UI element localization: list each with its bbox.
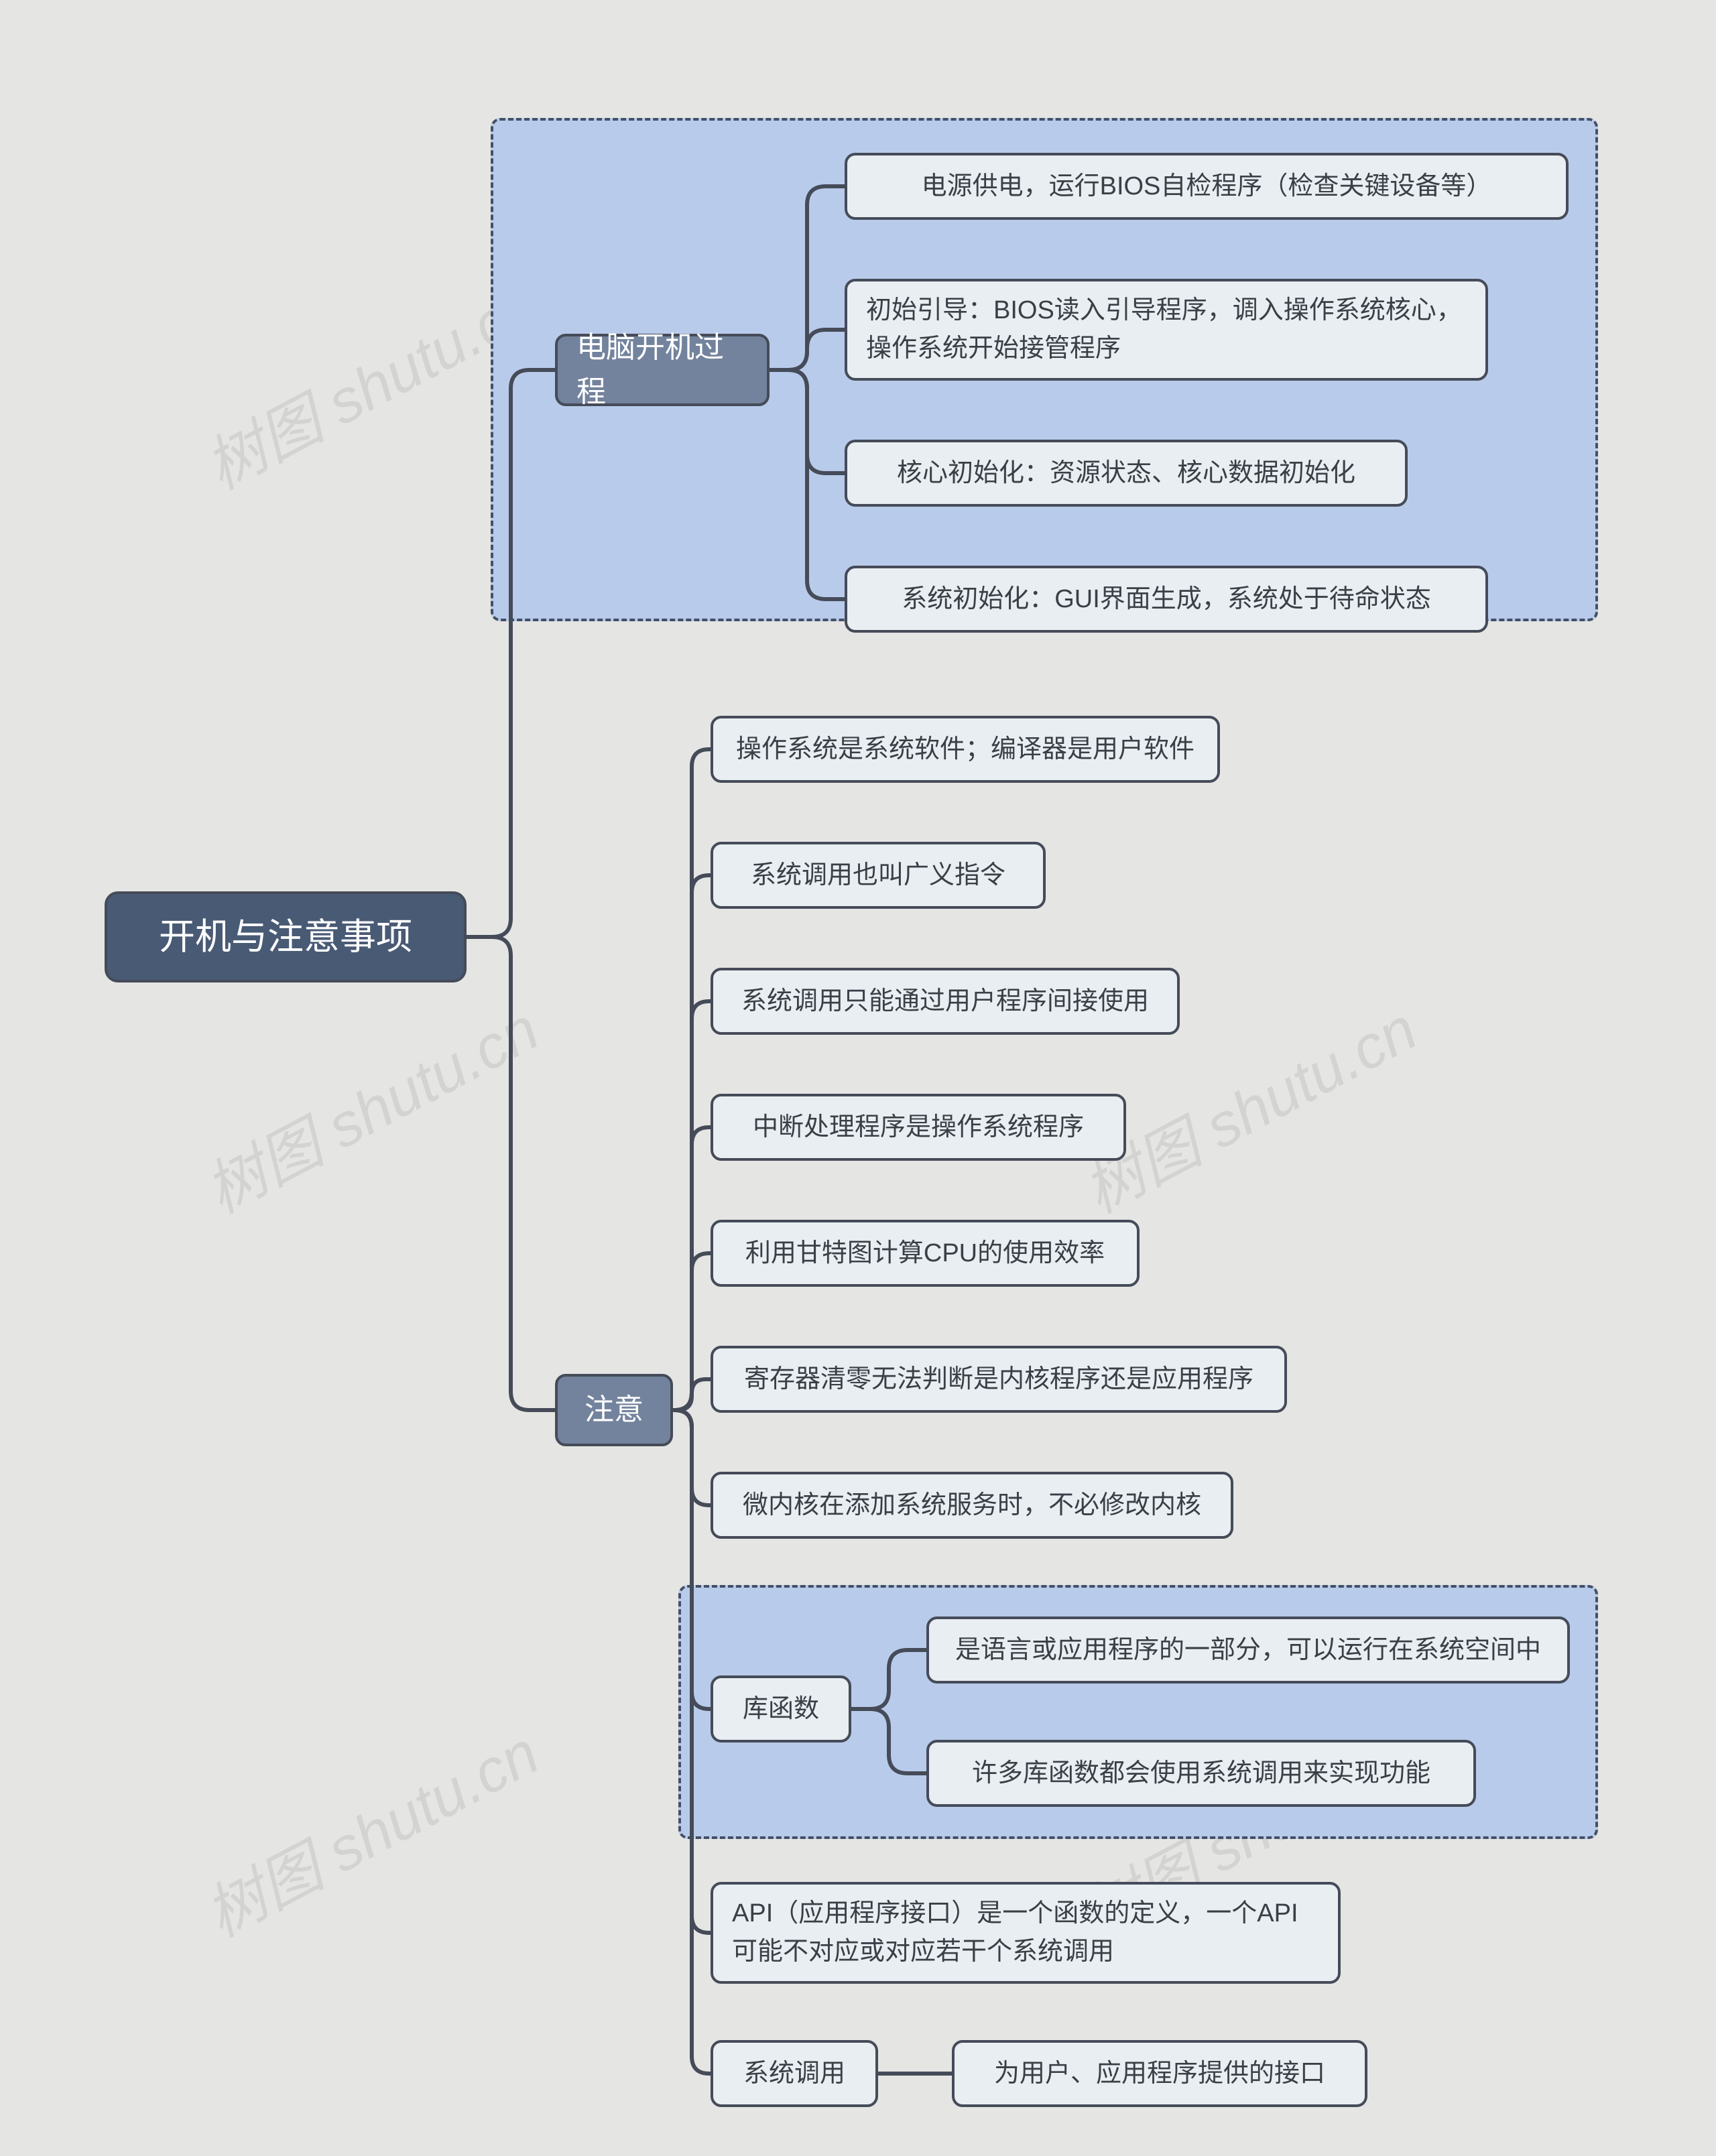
connector — [673, 1410, 711, 1505]
node-label: 中断处理程序是操作系统程序 — [753, 1108, 1084, 1147]
node-n_note_5: 利用甘特图计算CPU的使用效率 — [711, 1220, 1140, 1287]
node-label: 寄存器清零无法判断是内核程序还是应用程序 — [744, 1360, 1253, 1399]
node-label: 是语言或应用程序的一部分，可以运行在系统空间中 — [955, 1631, 1541, 1669]
node-label: 微内核在添加系统服务时，不必修改内核 — [743, 1486, 1201, 1525]
node-label: 系统调用只能通过用户程序间接使用 — [741, 982, 1149, 1021]
node-label: 系统初始化：GUI界面生成，系统处于待命状态 — [902, 580, 1431, 619]
node-label: 系统调用 — [743, 2055, 845, 2093]
watermark: 树图 shutu.cn — [188, 981, 551, 1230]
connector — [673, 875, 711, 1410]
diagram-canvas: 树图 shutu.cn树图 shutu.cn树图 shutu.cn树图 shut… — [0, 0, 1716, 2156]
node-label: API（应用程序接口）是一个函数的定义，一个API可能不对应或对应若干个系统调用 — [732, 1895, 1319, 1971]
watermark: 树图 shutu.cn — [188, 1705, 551, 1954]
node-n_note_2: 系统调用也叫广义指令 — [711, 842, 1046, 909]
connector — [467, 937, 555, 1410]
node-label: 操作系统是系统软件；编译器是用户软件 — [736, 731, 1194, 769]
node-label: 电脑开机过程 — [576, 326, 748, 414]
node-label: 为用户、应用程序提供的接口 — [994, 2055, 1325, 2093]
node-label: 库函数 — [743, 1690, 819, 1728]
connector — [673, 1001, 711, 1410]
node-label: 系统调用也叫广义指令 — [751, 857, 1005, 895]
node-n_sys_1: 为用户、应用程序提供的接口 — [952, 2040, 1367, 2107]
node-label: 核心初始化：资源状态、核心数据初始化 — [897, 454, 1355, 493]
node-n_note_3: 系统调用只能通过用户程序间接使用 — [711, 968, 1180, 1035]
connector — [673, 1127, 711, 1410]
node-label: 利用甘特图计算CPU的使用效率 — [745, 1234, 1105, 1273]
node-n_lib_2: 许多库函数都会使用系统调用来实现功能 — [926, 1740, 1476, 1807]
node-n_lib: 库函数 — [711, 1675, 851, 1742]
node-n_note_6: 寄存器清零无法判断是内核程序还是应用程序 — [711, 1346, 1287, 1413]
node-n_note_4: 中断处理程序是操作系统程序 — [711, 1094, 1126, 1161]
node-label: 许多库函数都会使用系统调用来实现功能 — [972, 1755, 1430, 1793]
node-n_note_7: 微内核在添加系统服务时，不必修改内核 — [711, 1472, 1233, 1539]
node-n_boot_4: 系统初始化：GUI界面生成，系统处于待命状态 — [845, 566, 1488, 633]
node-n_boot_2: 初始引导：BIOS读入引导程序，调入操作系统核心，操作系统开始接管程序 — [845, 279, 1488, 381]
node-n_note: 注意 — [555, 1374, 673, 1446]
node-n_boot_3: 核心初始化：资源状态、核心数据初始化 — [845, 440, 1408, 507]
node-n_boot_1: 电源供电，运行BIOS自检程序（检查关键设备等） — [845, 153, 1569, 220]
node-n_boot: 电脑开机过程 — [555, 334, 770, 406]
node-label: 注意 — [585, 1388, 644, 1432]
connector — [673, 1253, 711, 1410]
node-root: 开机与注意事项 — [105, 891, 467, 982]
node-n_note_1: 操作系统是系统软件；编译器是用户软件 — [711, 716, 1220, 783]
connector — [673, 1379, 711, 1410]
connector — [673, 749, 711, 1410]
node-n_lib_1: 是语言或应用程序的一部分，可以运行在系统空间中 — [926, 1616, 1570, 1684]
node-label: 开机与注意事项 — [159, 910, 412, 964]
node-n_api: API（应用程序接口）是一个函数的定义，一个API可能不对应或对应若干个系统调用 — [711, 1882, 1341, 1984]
node-label: 初始引导：BIOS读入引导程序，调入操作系统核心，操作系统开始接管程序 — [866, 292, 1467, 368]
node-n_sys: 系统调用 — [711, 2040, 878, 2107]
node-label: 电源供电，运行BIOS自检程序（检查关键设备等） — [922, 168, 1492, 206]
